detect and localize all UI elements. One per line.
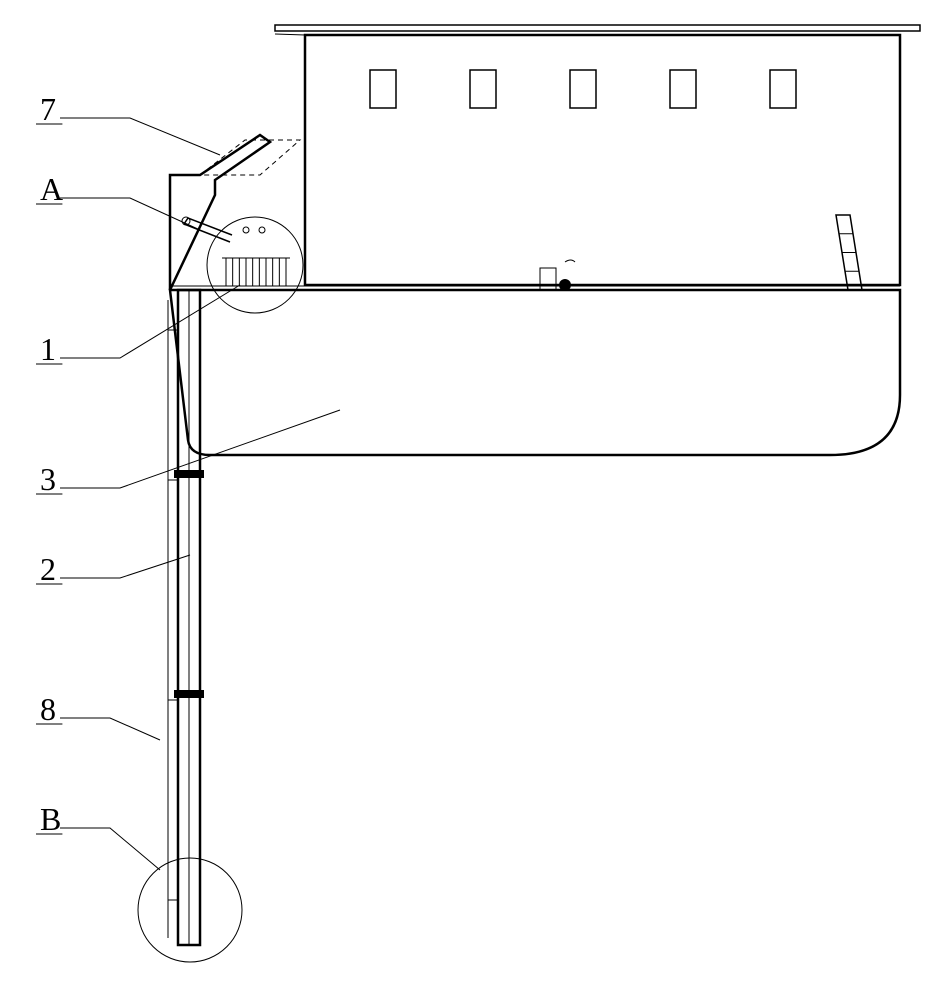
roof-edge <box>275 34 305 35</box>
label-3: 3 <box>40 461 56 497</box>
leader-A <box>60 198 200 230</box>
detail-circle-a <box>207 217 303 313</box>
ship-hull <box>170 290 900 455</box>
window-3 <box>570 70 596 108</box>
window-4 <box>670 70 696 108</box>
winch-arm <box>184 218 232 242</box>
pipe-collar-1 <box>174 470 204 478</box>
winch-knob-1 <box>259 227 265 233</box>
hopper-funnel <box>200 140 300 175</box>
winch-knob-0 <box>243 227 249 233</box>
leader-B <box>60 828 160 870</box>
midship-box <box>540 268 556 290</box>
label-A: A <box>40 171 63 207</box>
detail-circle-b <box>138 858 242 962</box>
window-1 <box>370 70 396 108</box>
window-2 <box>470 70 496 108</box>
midship-pipe <box>565 260 575 262</box>
label-2: 2 <box>40 551 56 587</box>
leader-7 <box>60 118 220 155</box>
leader-2 <box>60 555 190 578</box>
roof-slab <box>275 25 920 31</box>
superstructure <box>305 35 900 285</box>
leader-1 <box>60 285 240 358</box>
midship-ball <box>559 279 571 291</box>
label-1: 1 <box>40 331 56 367</box>
leader-8 <box>60 718 160 740</box>
label-7: 7 <box>40 91 56 127</box>
window-5 <box>770 70 796 108</box>
label-8: 8 <box>40 691 56 727</box>
pipe-collar-2 <box>174 690 204 698</box>
label-B: B <box>40 801 61 837</box>
bow-platform <box>170 135 270 290</box>
